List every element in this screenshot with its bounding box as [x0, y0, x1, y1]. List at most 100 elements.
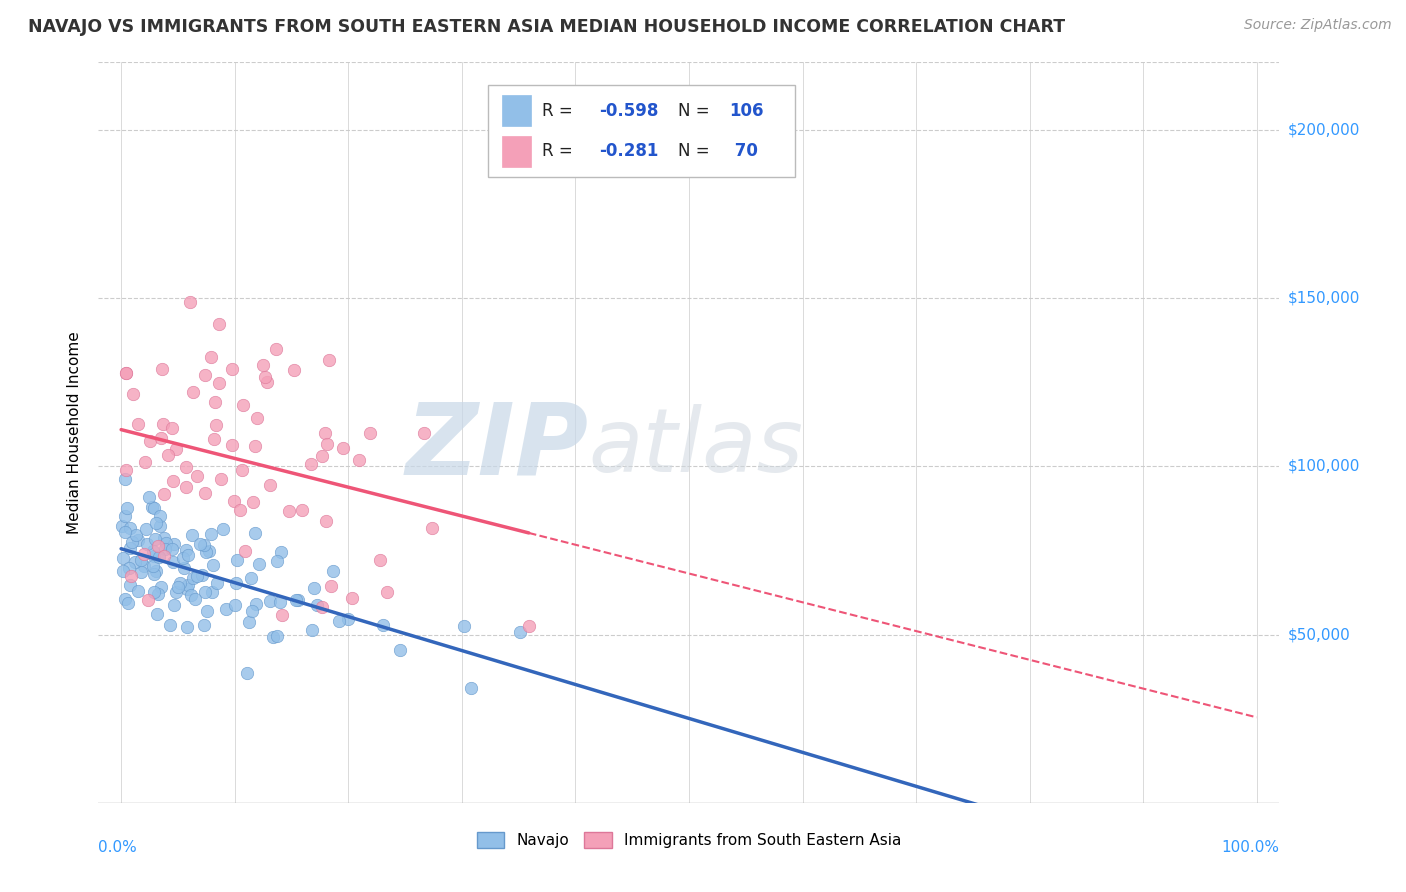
Text: Source: ZipAtlas.com: Source: ZipAtlas.com: [1244, 18, 1392, 32]
Point: [194, 486, 217, 500]
Point: [152, 531, 174, 545]
Point: [145, 533, 167, 547]
Point: [181, 384, 204, 399]
Point: [112, 550, 135, 565]
Point: [127, 533, 149, 547]
Point: [209, 472, 232, 486]
Point: [301, 624, 323, 638]
Text: $50,000: $50,000: [1288, 627, 1351, 642]
Point: [162, 555, 184, 569]
Point: [142, 549, 165, 563]
Point: [368, 553, 391, 567]
Point: [114, 592, 136, 607]
Point: [124, 555, 146, 569]
Point: [115, 463, 138, 477]
Point: [165, 442, 187, 457]
Point: [253, 370, 276, 384]
Point: [349, 453, 371, 467]
Point: [138, 490, 160, 504]
Point: [152, 549, 174, 563]
Point: [174, 460, 197, 475]
Point: [229, 503, 252, 517]
Point: [134, 547, 156, 561]
Text: $100,000: $100,000: [1288, 458, 1360, 474]
Point: [337, 612, 360, 626]
Point: [177, 577, 200, 591]
Point: [453, 619, 475, 633]
Point: [315, 437, 337, 451]
Point: [262, 631, 284, 645]
Point: [420, 521, 443, 535]
Point: [181, 527, 204, 541]
Text: $200,000: $200,000: [1288, 122, 1360, 137]
Point: [114, 509, 136, 524]
Point: [322, 564, 344, 578]
Point: [388, 642, 411, 657]
Point: [197, 544, 219, 558]
Point: [127, 417, 149, 431]
Point: [163, 537, 186, 551]
Point: [141, 500, 163, 514]
Point: [181, 571, 204, 585]
Text: N =: N =: [678, 102, 716, 120]
Point: [246, 411, 269, 425]
Text: 70: 70: [730, 143, 758, 161]
Point: [191, 568, 214, 582]
Point: [193, 538, 215, 552]
Point: [302, 582, 325, 596]
Text: $150,000: $150,000: [1288, 291, 1360, 305]
Point: [160, 421, 183, 435]
Point: [259, 593, 281, 607]
Point: [202, 433, 225, 447]
Point: [149, 509, 172, 524]
Text: 100.0%: 100.0%: [1222, 840, 1279, 855]
Text: N =: N =: [678, 143, 716, 161]
Point: [162, 474, 184, 488]
Text: -0.598: -0.598: [599, 102, 658, 120]
Point: [148, 539, 170, 553]
Point: [160, 542, 183, 557]
Point: [127, 584, 149, 599]
Point: [166, 585, 188, 599]
Point: [315, 514, 337, 528]
Point: [118, 560, 141, 574]
Point: [152, 417, 174, 431]
Point: [145, 564, 167, 578]
Point: [184, 591, 207, 606]
Point: [373, 618, 395, 632]
Legend: Navajo, Immigrants from South Eastern Asia: Navajo, Immigrants from South Eastern As…: [471, 826, 907, 855]
Point: [215, 602, 238, 616]
Point: [204, 395, 226, 409]
Point: [245, 597, 267, 611]
Point: [242, 495, 264, 509]
Point: [284, 592, 307, 607]
Point: [149, 518, 172, 533]
Point: [193, 617, 215, 632]
Point: [222, 493, 245, 508]
Point: [115, 367, 138, 381]
Point: [111, 519, 134, 533]
Point: [412, 425, 434, 440]
Point: [321, 579, 343, 593]
Point: [205, 576, 228, 591]
Text: atlas: atlas: [589, 404, 803, 491]
Point: [163, 599, 186, 613]
Point: [375, 585, 398, 599]
Point: [115, 501, 138, 516]
Point: [359, 425, 381, 440]
Point: [202, 558, 225, 572]
Point: [120, 569, 142, 583]
Point: [517, 619, 540, 633]
Point: [221, 361, 243, 376]
Point: [221, 438, 243, 452]
Text: ZIP: ZIP: [405, 399, 589, 496]
Point: [509, 625, 531, 640]
Point: [208, 317, 231, 331]
Point: [235, 665, 257, 680]
Point: [245, 439, 267, 453]
Point: [287, 592, 309, 607]
Point: [194, 585, 217, 599]
Point: [129, 553, 152, 567]
Point: [136, 537, 159, 551]
Point: [252, 358, 274, 372]
